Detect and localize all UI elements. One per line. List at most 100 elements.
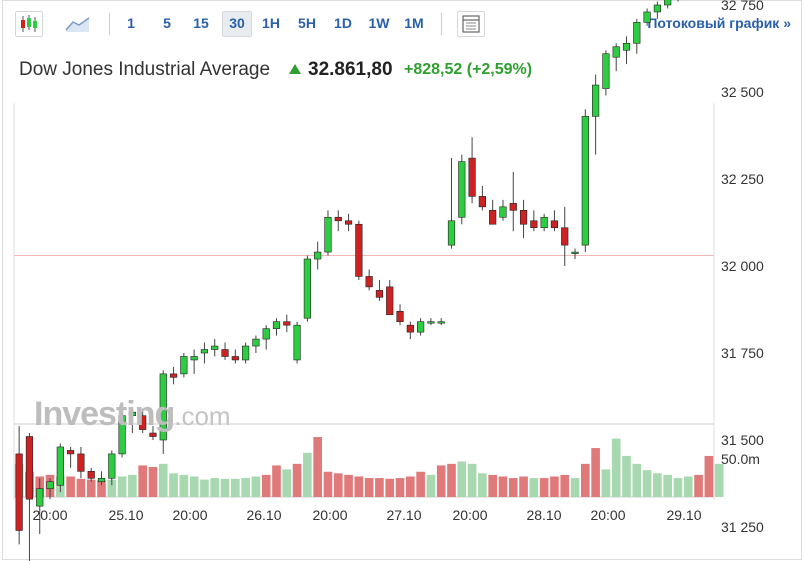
change-percent: (+2,59%): [466, 61, 533, 78]
volume-bar: [447, 463, 456, 497]
volume-bar: [313, 437, 322, 497]
candle-body: [200, 349, 209, 354]
candle-body: [324, 216, 332, 253]
volume-bar: [406, 476, 415, 497]
x-tick-label: 20:00: [452, 507, 487, 523]
candle-body: [643, 11, 651, 23]
price-tick-label: 31 750: [721, 345, 764, 361]
candle-body: [272, 321, 281, 329]
candle-body: [622, 42, 631, 51]
candle-body: [489, 210, 497, 225]
interval-30[interactable]: 30: [222, 11, 252, 37]
candle-body: [612, 46, 620, 58]
candle-body: [653, 4, 661, 13]
volume-bar: [169, 473, 178, 497]
watermark-suffix: .com: [174, 401, 231, 431]
volume-bar: [622, 455, 631, 497]
x-tick-label: 29.10: [666, 507, 701, 523]
candle-body: [56, 446, 64, 486]
volume-bar: [663, 474, 672, 497]
volume-bar: [673, 478, 683, 497]
volume-bar: [539, 478, 549, 497]
price-tick-label: 32 750: [721, 0, 764, 13]
candle-body: [36, 488, 44, 507]
volume-bar: [550, 476, 559, 497]
toolbar-separator: [441, 13, 442, 35]
last-price: 32.861,80: [308, 59, 393, 80]
candle-body: [149, 432, 157, 437]
interval-1d[interactable]: 1D: [334, 15, 352, 31]
volume-bar: [581, 463, 590, 497]
volume-bar: [158, 463, 168, 497]
toolbar-separator: [109, 13, 110, 35]
interval-1w[interactable]: 1W: [368, 15, 390, 31]
candle-body: [87, 471, 95, 479]
volume-bar: [272, 465, 281, 497]
change-value: +828,52: [404, 61, 463, 78]
volume-bar: [416, 471, 425, 497]
price-tick-label: 32 000: [721, 258, 764, 274]
interval-5[interactable]: 5: [163, 15, 171, 31]
candle-body: [221, 349, 229, 357]
volume-bar: [97, 480, 106, 497]
candle-body: [108, 453, 116, 479]
x-tick-label: 20:00: [172, 507, 207, 523]
volume-bar: [591, 448, 600, 497]
volume-bar: [611, 438, 621, 497]
volume-bar: [694, 474, 703, 497]
candle-body: [262, 328, 270, 340]
x-tick-label: 20:00: [590, 507, 625, 523]
candle-body: [386, 286, 394, 316]
instrument-name: Dow Jones Industrial Average: [19, 59, 271, 80]
candle-body: [437, 321, 445, 324]
candle-body: [499, 206, 507, 218]
volume-bar: [436, 465, 446, 497]
x-tick-label: 20:00: [312, 507, 347, 523]
volume-bar: [519, 476, 528, 497]
candle-body: [633, 22, 641, 44]
candle-body: [118, 415, 126, 455]
candle-body: [519, 210, 528, 225]
volume-bar: [251, 476, 261, 497]
candlestick-icon[interactable]: [15, 11, 43, 37]
candle-body: [375, 290, 384, 298]
x-tick-label: 28.10: [526, 507, 561, 523]
interval-1[interactable]: 1: [127, 15, 135, 31]
table-layout-icon[interactable]: [457, 11, 485, 37]
candle-body: [15, 453, 23, 531]
interval-1h[interactable]: 1H: [262, 15, 280, 31]
candle-body: [602, 53, 610, 89]
x-tick-label: 25.10: [108, 507, 143, 523]
volume-bar: [714, 463, 724, 497]
investing-watermark: Investing.com: [34, 395, 231, 434]
candle-body: [458, 161, 466, 218]
volume-bar: [601, 469, 611, 497]
volume-bar: [66, 476, 75, 497]
volume-bar: [86, 479, 96, 497]
candle-body: [211, 345, 219, 350]
volume-bar: [642, 470, 652, 497]
volume-bar: [303, 452, 312, 497]
candle-body: [447, 220, 456, 246]
volume-bar: [200, 479, 209, 497]
candle-body: [283, 321, 291, 326]
volume-bar: [76, 478, 86, 497]
volume-bar: [529, 478, 539, 497]
candle-body: [190, 356, 198, 361]
area-chart-icon[interactable]: [63, 13, 93, 35]
up-arrow-icon: [289, 64, 301, 74]
price-tick-label: 32 250: [721, 171, 764, 187]
interval-5h[interactable]: 5H: [298, 15, 316, 31]
candle-body: [365, 276, 373, 288]
volume-bar: [570, 478, 580, 497]
interval-1m[interactable]: 1M: [404, 15, 424, 31]
candle-body: [581, 116, 589, 246]
price-change: +828,52 (+2,59%): [404, 61, 532, 79]
stream-chart-link[interactable]: Потоковый график »: [647, 15, 791, 31]
candle-body: [77, 453, 85, 472]
interval-15[interactable]: 15: [193, 15, 209, 31]
volume-bar: [128, 474, 137, 497]
volume-bar: [344, 474, 353, 497]
candle-body: [664, 0, 672, 6]
